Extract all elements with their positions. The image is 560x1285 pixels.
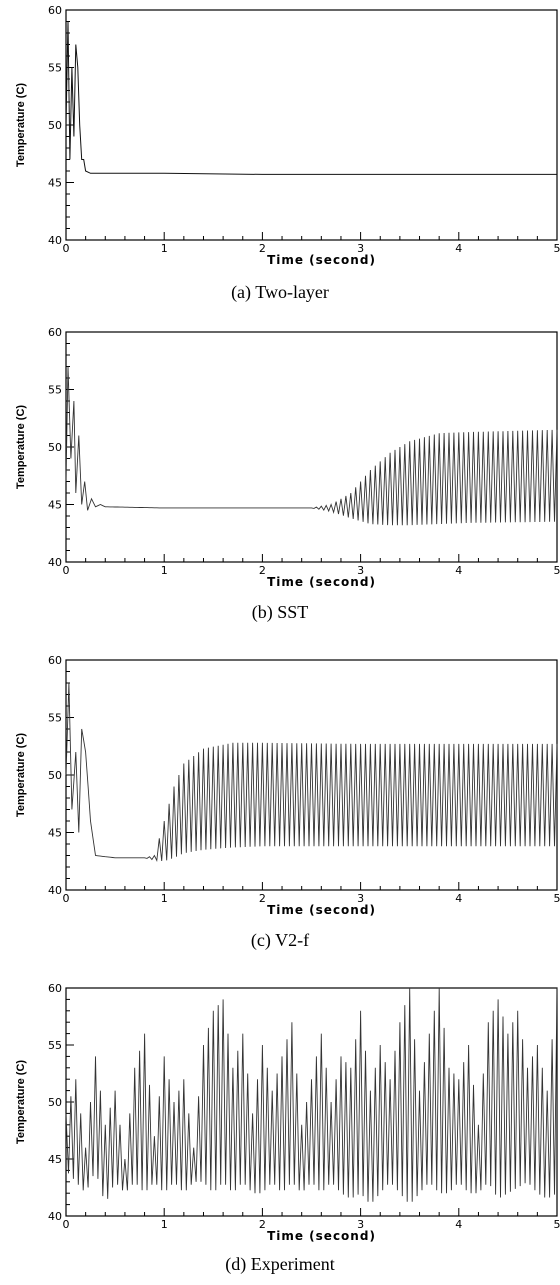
x-tick-label: 1 <box>161 1218 168 1231</box>
y-tick-label: 50 <box>48 769 62 782</box>
series-line <box>65 682 558 862</box>
x-axis-label: Time (second) <box>267 253 376 267</box>
x-tick-label: 0 <box>63 892 70 905</box>
chart-a-caption: (a) Two-layer <box>231 282 329 302</box>
y-tick-label: 55 <box>48 384 62 397</box>
x-tick-label: 2 <box>259 242 266 255</box>
y-tick-label: 50 <box>48 119 62 132</box>
x-tick-label: 2 <box>259 564 266 577</box>
y-tick-label: 60 <box>48 326 62 339</box>
x-tick-label: 3 <box>357 242 364 255</box>
chart-d-caption: (d) Experiment <box>225 1254 335 1274</box>
y-tick-label: 55 <box>48 62 62 75</box>
x-tick-label: 2 <box>259 892 266 905</box>
y-tick-label: 40 <box>48 234 62 247</box>
x-tick-label: 0 <box>63 564 70 577</box>
series-line <box>65 987 558 1202</box>
x-tick-label: 5 <box>554 1218 560 1231</box>
y-tick-label: 55 <box>48 712 62 725</box>
y-tick-label: 50 <box>48 441 62 454</box>
y-tick-label: 45 <box>48 827 62 840</box>
y-tick-label: 40 <box>48 1210 62 1223</box>
y-tick-label: 50 <box>48 1096 62 1109</box>
y-tick-label: 60 <box>48 654 62 667</box>
y-tick-label: 60 <box>48 982 62 995</box>
x-tick-label: 1 <box>161 564 168 577</box>
y-tick-label: 45 <box>48 499 62 512</box>
y-axis-label: Temperature (C) <box>15 405 27 489</box>
y-tick-label: 60 <box>48 4 62 17</box>
x-axis-label: Time (second) <box>267 903 376 917</box>
y-tick-label: 45 <box>48 177 62 190</box>
y-tick-label: 40 <box>48 884 62 897</box>
series-line <box>65 21 557 175</box>
x-tick-label: 1 <box>161 892 168 905</box>
x-tick-label: 4 <box>455 242 462 255</box>
y-tick-label: 40 <box>48 556 62 569</box>
x-tick-label: 2 <box>259 1218 266 1231</box>
x-tick-label: 5 <box>554 564 560 577</box>
y-tick-label: 55 <box>48 1039 62 1052</box>
chart-panel-d: 40 45 50 55 60 0 1 2 3 4 5 Time (second) Temperature… <box>0 978 560 1285</box>
x-tick-label: 4 <box>455 1218 462 1231</box>
x-tick-label: 5 <box>554 892 560 905</box>
series-line <box>65 366 558 526</box>
y-axis-label: Temperature (C) <box>15 1060 27 1144</box>
x-tick-label: 3 <box>357 564 364 577</box>
x-tick-label: 3 <box>357 892 364 905</box>
x-axis-label: Time (second) <box>267 1229 376 1243</box>
chart-panel-c: 40 45 50 55 60 0 1 2 3 4 5 Time (second) Temperature… <box>0 650 560 970</box>
y-tick-label: 45 <box>48 1153 62 1166</box>
y-axis-label: Temperature (C) <box>15 83 27 167</box>
plot-frame <box>65 987 558 1217</box>
plot-frame <box>65 659 558 891</box>
y-axis-label: Temperature (C) <box>15 733 27 817</box>
x-tick-label: 0 <box>63 242 70 255</box>
plot-frame <box>65 9 558 241</box>
x-tick-label: 4 <box>455 892 462 905</box>
x-tick-label: 5 <box>554 242 560 255</box>
chart-panel-b: 40 45 50 55 60 0 1 2 3 4 5 Time (second) Temperature… <box>0 322 560 642</box>
chart-b-caption: (b) SST <box>251 602 309 622</box>
x-tick-label: 0 <box>63 1218 70 1231</box>
x-tick-label: 4 <box>455 564 462 577</box>
chart-c-caption: (c) V2-f <box>250 930 310 950</box>
x-tick-label: 3 <box>357 1218 364 1231</box>
chart-panel-a: 40 45 50 55 60 0 1 2 3 4 5 Time (second) Temperature… <box>0 0 560 320</box>
x-tick-label: 1 <box>161 242 168 255</box>
x-axis-label: Time (second) <box>267 575 376 589</box>
